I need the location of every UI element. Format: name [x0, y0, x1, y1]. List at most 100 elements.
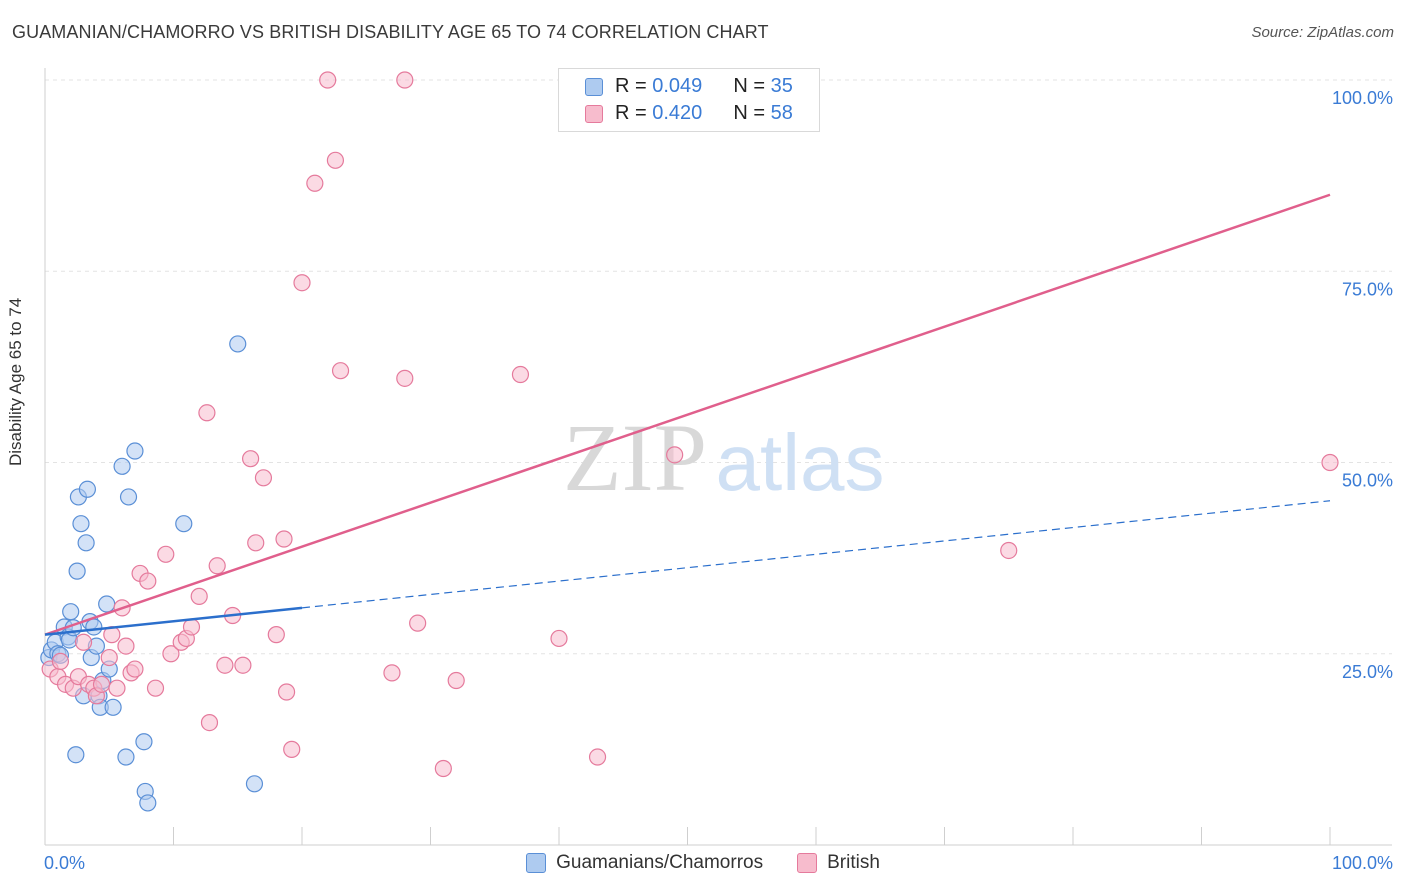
- legend-r-value: 0.420: [652, 102, 703, 124]
- data-point: [200, 713, 219, 732]
- data-point: [666, 446, 684, 464]
- data-point: [162, 645, 180, 663]
- data-point: [198, 404, 216, 422]
- data-point: [275, 530, 293, 548]
- pink-swatch: [585, 104, 603, 123]
- data-point: [319, 71, 337, 89]
- legend-label: British: [827, 852, 880, 873]
- gridlines: [45, 79, 1392, 655]
- trend-line-guamanians-extrapolated: [301, 500, 1331, 609]
- data-point: [229, 335, 247, 353]
- data-point: [100, 648, 118, 667]
- data-point: [126, 442, 144, 460]
- data-point: [242, 450, 260, 468]
- data-point: [72, 515, 90, 533]
- legend-r-label: R =: [615, 75, 647, 97]
- data-point: [326, 151, 345, 169]
- data-point: [78, 480, 97, 498]
- trend-line-british: [44, 193, 1331, 636]
- data-point: [139, 572, 157, 590]
- data-point: [434, 759, 452, 778]
- legend-item-guamanians[interactable]: Guamanians/Chamorros: [526, 852, 763, 874]
- watermark-atlas: atlas: [716, 418, 885, 507]
- data-point: [267, 626, 285, 644]
- pink-swatch: [797, 853, 818, 873]
- data-point: [234, 656, 252, 674]
- data-point: [409, 614, 427, 632]
- y-axis-label: Disability Age 65 to 74: [6, 297, 25, 466]
- data-point: [104, 698, 122, 716]
- trend-line-guamanians: [44, 606, 303, 636]
- legend-n-label: N =: [733, 75, 766, 97]
- data-point: [182, 618, 201, 636]
- legend-n-label: N =: [733, 102, 766, 124]
- y-tick-label: 75.0%: [1342, 279, 1393, 299]
- legend-r-label: R =: [615, 102, 647, 124]
- tick-labels: 25.0% 50.0% 75.0% 100.0% 0.0% 100.0%: [44, 88, 1393, 873]
- data-point: [331, 362, 350, 380]
- data-point: [245, 775, 264, 793]
- data-point: [113, 457, 131, 475]
- data-point: [396, 369, 414, 387]
- data-point: [1321, 453, 1339, 472]
- series-legend: Guamanians/Chamorros British: [0, 852, 1406, 874]
- watermark: ZIP atlas: [563, 404, 884, 511]
- data-point: [447, 671, 465, 690]
- correlation-legend: R = 0.049 N = 35 R = 0.420 N = 58: [558, 68, 820, 132]
- data-point: [190, 587, 208, 605]
- data-point: [62, 603, 80, 621]
- axes: [44, 68, 1392, 846]
- x-tick-label-max: 100.0%: [1332, 853, 1393, 873]
- data-point: [588, 748, 607, 766]
- data-point: [293, 274, 311, 292]
- watermark-zip: ZIP: [563, 404, 707, 511]
- data-point: [146, 679, 165, 697]
- data-point: [208, 557, 226, 575]
- data-point: [98, 595, 116, 613]
- legend-item-british[interactable]: British: [797, 852, 880, 874]
- data-point: [51, 652, 70, 671]
- y-tick-label: 25.0%: [1342, 662, 1393, 682]
- legend-n-value: 58: [770, 102, 793, 124]
- data-point: [283, 740, 301, 758]
- data-point: [157, 545, 175, 563]
- y-tick-label: 50.0%: [1342, 471, 1393, 491]
- chart-title: GUAMANIAN/CHAMORRO VS BRITISH DISABILITY…: [12, 22, 769, 42]
- legend-row-guamanians: R = 0.049 N = 35: [585, 75, 793, 98]
- x-tick-label-min: 0.0%: [44, 853, 85, 873]
- data-point: [396, 71, 414, 89]
- data-point: [126, 660, 144, 678]
- blue-swatch: [526, 853, 547, 873]
- data-point: [92, 675, 111, 693]
- data-point: [117, 748, 135, 766]
- legend-label: Guamanians/Chamorros: [556, 852, 764, 873]
- legend-r-value: 0.049: [652, 75, 703, 97]
- trend-lines: [44, 193, 1331, 636]
- source-label: Source: ZipAtlas.com: [1251, 24, 1394, 41]
- data-point: [139, 794, 157, 812]
- legend-row-british: R = 0.420 N = 58: [585, 102, 793, 125]
- data-point: [247, 534, 265, 552]
- data-point: [511, 365, 530, 384]
- data-point: [117, 637, 135, 655]
- data-point: [68, 562, 86, 580]
- data-point: [135, 733, 153, 751]
- data-point: [277, 683, 296, 701]
- data-point: [254, 469, 273, 487]
- data-point: [85, 618, 103, 636]
- data-point: [550, 629, 568, 648]
- data-point: [108, 679, 126, 697]
- y-tick-label: 100.0%: [1332, 88, 1393, 108]
- data-point: [74, 633, 93, 651]
- data-point: [175, 515, 193, 533]
- data-point: [1000, 541, 1018, 560]
- data-point: [119, 488, 138, 506]
- legend-n-value: 35: [770, 75, 793, 97]
- data-point: [306, 174, 324, 192]
- data-point: [77, 534, 95, 552]
- data-point: [216, 656, 234, 674]
- blue-swatch: [585, 77, 603, 96]
- data-point: [67, 746, 85, 764]
- data-point: [383, 664, 401, 682]
